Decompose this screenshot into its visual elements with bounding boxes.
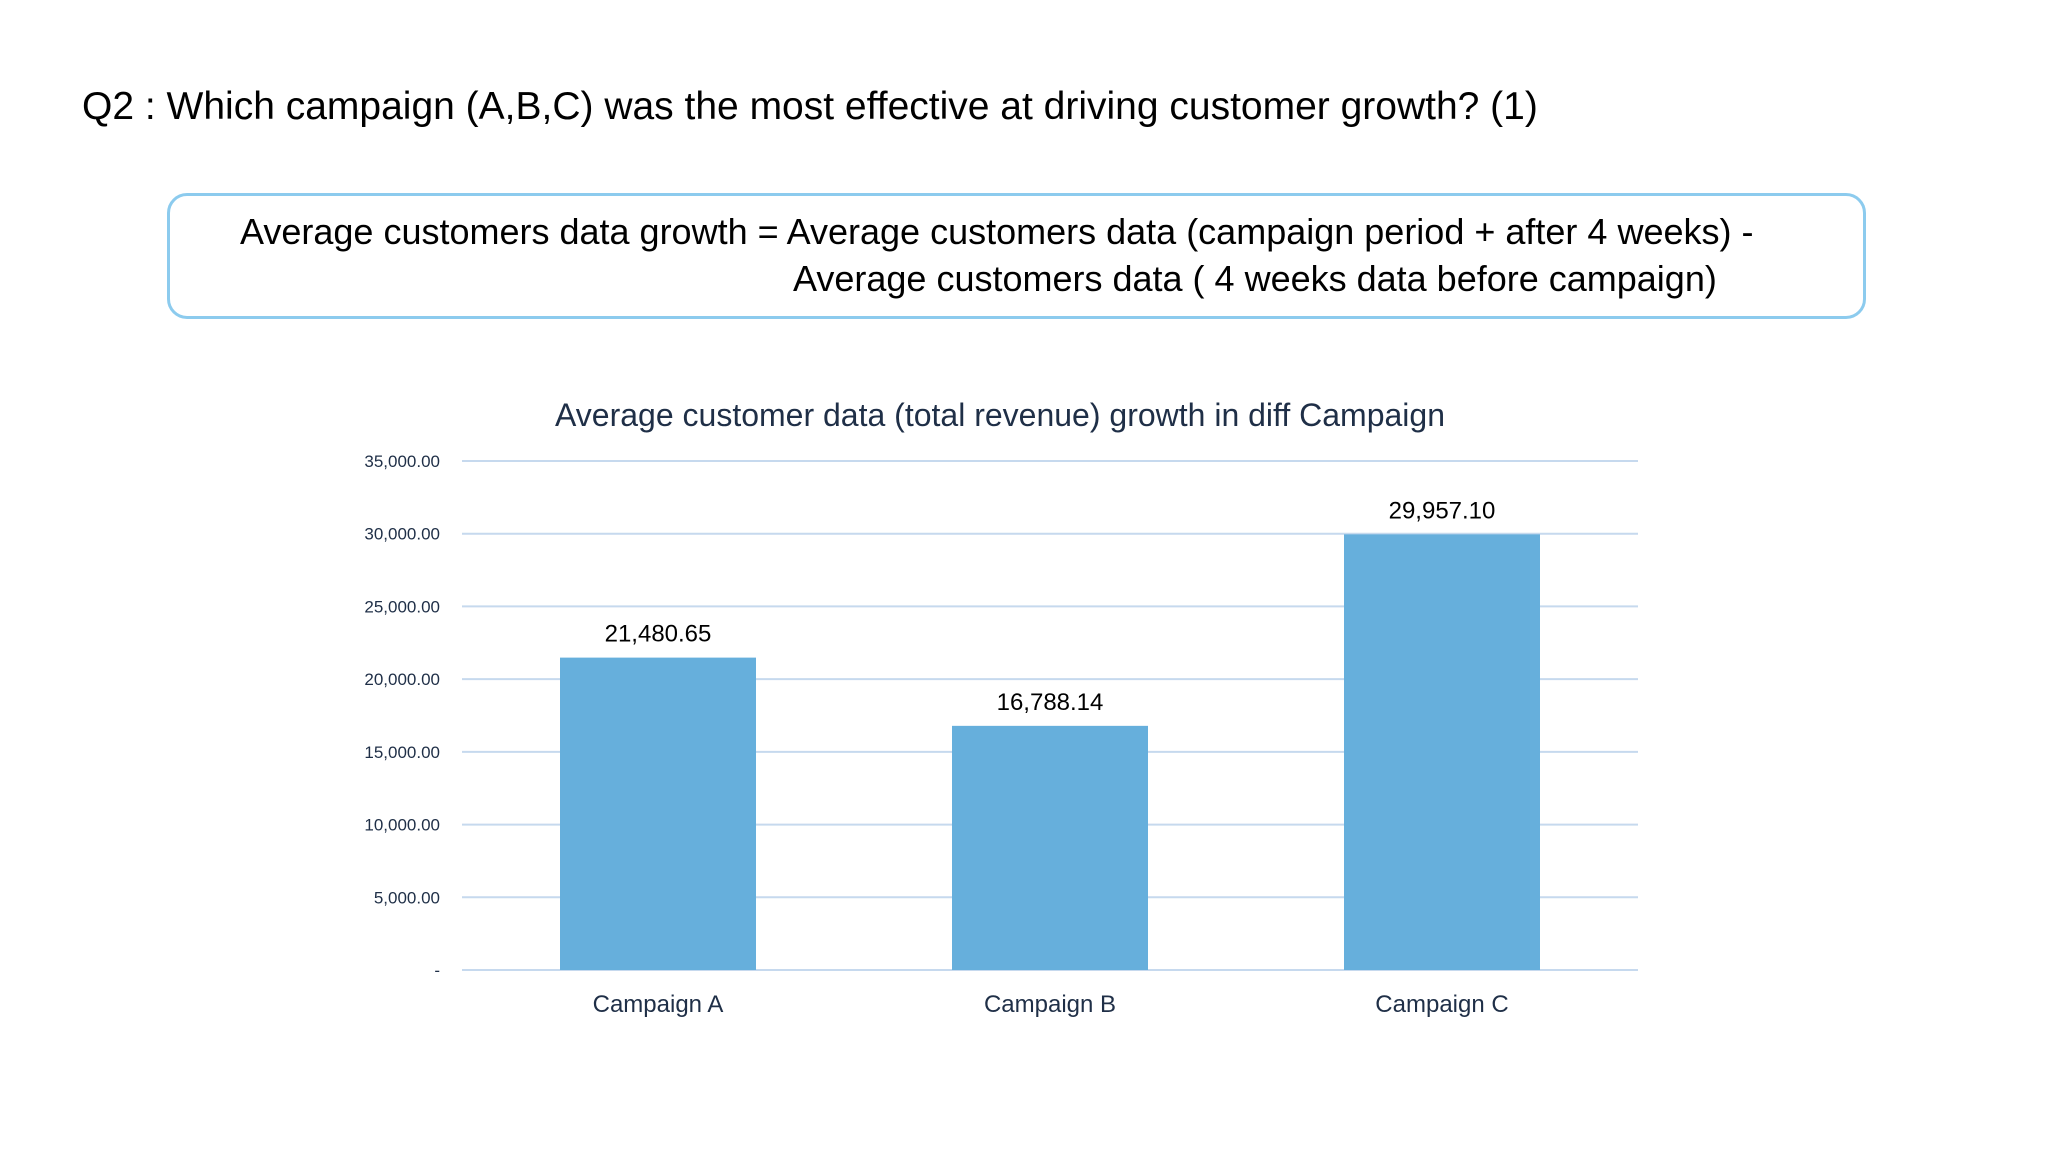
bar	[1344, 534, 1540, 970]
x-tick-label: Campaign A	[593, 991, 724, 1018]
data-label: 16,788.14	[997, 689, 1104, 716]
y-tick-label: 10,000.00	[364, 816, 440, 835]
y-tick-label: 35,000.00	[364, 452, 440, 471]
y-axis-tick-labels: - 5,000.00 10,000.00 15,000.00 20,000.00 25,0…	[364, 452, 440, 980]
data-labels: 21,480.65 16,788.14 29,957.10	[605, 497, 1496, 716]
data-label: 29,957.10	[1389, 497, 1496, 524]
bar	[952, 725, 1148, 970]
y-tick-label: -	[434, 961, 440, 980]
bar	[560, 657, 756, 970]
chart-title: Average customer data (total revenue) gr…	[555, 397, 1445, 433]
y-tick-label: 15,000.00	[364, 743, 440, 762]
x-axis-tick-labels: Campaign A Campaign B Campaign C	[593, 991, 1509, 1018]
question-title: Q2 : Which campaign (A,B,C) was the most…	[82, 85, 1538, 128]
bars	[560, 534, 1540, 970]
y-tick-label: 25,000.00	[364, 597, 440, 616]
x-tick-label: Campaign B	[984, 991, 1116, 1018]
y-tick-label: 5,000.00	[374, 888, 440, 907]
formula-line-2: Average customers data ( 4 weeks data be…	[793, 258, 1717, 299]
x-tick-label: Campaign C	[1375, 991, 1508, 1018]
y-tick-label: 20,000.00	[364, 670, 440, 689]
data-label: 21,480.65	[605, 621, 712, 648]
formula-line-1: Average customers data growth = Average …	[240, 211, 1754, 252]
y-tick-label: 30,000.00	[364, 525, 440, 544]
formula-box	[167, 193, 1866, 319]
